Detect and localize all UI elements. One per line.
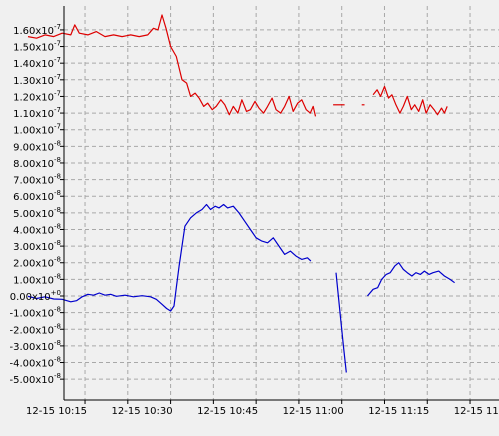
- x-tick-label: 12-15 10:15: [26, 406, 87, 417]
- y-tick-mantissa: 1.30x10: [13, 76, 54, 87]
- y-tick-mantissa: -3.00x10: [9, 342, 54, 353]
- y-tick-mantissa: 1.10x10: [13, 109, 54, 120]
- x-tick-label: 12-15 10:45: [197, 406, 258, 417]
- y-tick-label: 1.40x10-7: [13, 56, 61, 70]
- y-tick-exponent: -8: [54, 306, 61, 314]
- y-tick-exponent: -7: [54, 73, 61, 81]
- y-tick-label: -4.00x10-8: [9, 356, 61, 370]
- series-2-line: [335, 272, 347, 373]
- y-tick-label: 0.00x10+0: [10, 289, 61, 303]
- x-tick-label: 12-15 11:15: [368, 406, 429, 417]
- y-tick-exponent: -8: [54, 256, 61, 264]
- x-axis-ticks: 12-15 10:15 12-15 10:30 12-15 10:45 12-15 1…: [26, 400, 499, 417]
- y-tick-exponent: -8: [54, 322, 61, 330]
- y-tick-mantissa: 1.50x10: [13, 43, 54, 54]
- y-tick-label: 1.20x10-7: [13, 89, 61, 103]
- y-tick-mantissa: 2.00x10: [13, 259, 54, 270]
- y-tick-mantissa: 5.00x10: [13, 209, 54, 220]
- y-tick-exponent: -8: [54, 339, 61, 347]
- y-tick-label: -1.00x10-8: [9, 306, 61, 320]
- y-tick-label: 1.30x10-7: [13, 73, 61, 87]
- series-2-line: [27, 203, 312, 312]
- y-tick-exponent: -8: [54, 156, 61, 164]
- y-tick-label: -5.00x10-8: [9, 372, 61, 386]
- x-tick-label: 12-15 11:00: [283, 406, 344, 417]
- y-tick-label: -2.00x10-8: [9, 322, 61, 336]
- series-2-line: [366, 262, 455, 297]
- y-tick-exponent: -7: [54, 106, 61, 114]
- y-tick-label: 1.00x10-8: [13, 272, 61, 286]
- y-tick-label: 1.10x10-7: [13, 106, 61, 120]
- y-tick-exponent: -7: [54, 89, 61, 97]
- y-tick-exponent: -8: [54, 173, 61, 181]
- y-tick-mantissa: -2.00x10: [9, 325, 54, 336]
- y-tick-mantissa: 1.60x10: [13, 26, 54, 37]
- y-tick-mantissa: -5.00x10: [9, 375, 54, 386]
- y-tick-exponent: -8: [54, 189, 61, 197]
- y-tick-label: 1.00x10-7: [13, 123, 61, 137]
- y-tick-mantissa: 0.00x10: [10, 292, 51, 303]
- y-tick-mantissa: -1.00x10: [9, 309, 54, 320]
- series-1-line: [27, 14, 317, 117]
- y-tick-exponent: -8: [54, 206, 61, 214]
- y-tick-label: 2.00x10-8: [13, 256, 61, 270]
- y-tick-label: 8.00x10-8: [13, 156, 61, 170]
- y-tick-exponent: -8: [54, 239, 61, 247]
- y-tick-exponent: -8: [54, 222, 61, 230]
- y-tick-exponent: -7: [54, 40, 61, 48]
- y-tick-exponent: -8: [54, 372, 61, 380]
- series-1-line: [372, 85, 448, 116]
- y-tick-label: 3.00x10-8: [13, 239, 61, 253]
- y-tick-exponent: -8: [54, 272, 61, 280]
- y-tick-exponent: +0: [51, 289, 61, 297]
- y-tick-mantissa: -4.00x10: [9, 359, 54, 370]
- y-tick-exponent: -7: [54, 123, 61, 131]
- y-tick-label: -3.00x10-8: [9, 339, 61, 353]
- y-tick-mantissa: 8.00x10: [13, 159, 54, 170]
- x-tick-label: 12-15 11:30: [454, 406, 499, 417]
- y-tick-mantissa: 1.00x10: [13, 126, 54, 137]
- y-tick-label: 6.00x10-8: [13, 189, 61, 203]
- y-tick-mantissa: 1.00x10: [13, 275, 54, 286]
- y-tick-mantissa: 4.00x10: [13, 225, 54, 236]
- y-tick-exponent: -7: [54, 56, 61, 64]
- y-tick-label: 1.50x10-7: [13, 40, 61, 54]
- y-tick-exponent: -8: [54, 139, 61, 147]
- x-tick-label: 12-15 10:30: [112, 406, 173, 417]
- y-axis-ticks: 1.60x10-71.50x10-71.40x10-71.30x10-71.20…: [9, 23, 64, 386]
- y-tick-mantissa: 1.40x10: [13, 59, 54, 70]
- y-tick-mantissa: 3.00x10: [13, 242, 54, 253]
- data-series: [27, 14, 455, 373]
- y-tick-mantissa: 7.00x10: [13, 176, 54, 187]
- y-tick-exponent: -8: [54, 356, 61, 364]
- y-tick-label: 5.00x10-8: [13, 206, 61, 220]
- y-tick-label: 9.00x10-8: [13, 139, 61, 153]
- gridlines: [64, 6, 499, 400]
- y-tick-label: 7.00x10-8: [13, 173, 61, 187]
- y-tick-mantissa: 1.20x10: [13, 92, 54, 103]
- y-tick-label: 1.60x10-7: [13, 23, 61, 37]
- y-tick-mantissa: 9.00x10: [13, 142, 54, 153]
- y-tick-exponent: -7: [54, 23, 61, 31]
- y-tick-mantissa: 6.00x10: [13, 192, 54, 203]
- y-tick-label: 4.00x10-8: [13, 222, 61, 236]
